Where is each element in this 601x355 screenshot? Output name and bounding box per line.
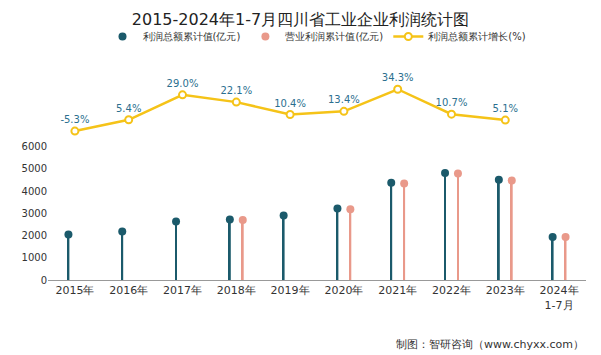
svg-text:0: 0 — [41, 275, 47, 286]
svg-text:3000: 3000 — [22, 208, 47, 219]
svg-text:1000: 1000 — [22, 252, 47, 263]
svg-text:2019年: 2019年 — [271, 284, 310, 297]
svg-text:10.4%: 10.4% — [274, 98, 306, 109]
svg-text:2015年: 2015年 — [55, 284, 94, 297]
svg-text:4000: 4000 — [22, 186, 47, 197]
svg-text:制图：智研咨询（www.chyxx.com）: 制图：智研咨询（www.chyxx.com） — [396, 338, 584, 351]
svg-text:22.1%: 22.1% — [220, 85, 252, 96]
svg-text:2000: 2000 — [22, 230, 47, 241]
svg-text:利润总额累计增长(%): 利润总额累计增长(%) — [428, 31, 525, 42]
svg-text:利润总额累计值(亿元): 利润总额累计值(亿元) — [143, 31, 241, 42]
svg-text:2024年1-7月: 2024年1-7月 — [540, 284, 579, 311]
svg-text:6000: 6000 — [22, 141, 47, 152]
svg-text:5.4%: 5.4% — [116, 103, 141, 114]
svg-text:29.0%: 29.0% — [167, 78, 199, 89]
svg-text:2020年: 2020年 — [324, 284, 363, 297]
svg-text:5.1%: 5.1% — [493, 103, 518, 114]
svg-text:2022年: 2022年 — [432, 284, 471, 297]
svg-text:2023年: 2023年 — [486, 284, 525, 297]
svg-text:2017年: 2017年 — [163, 284, 202, 297]
svg-text:营业利润累计值(亿元): 营业利润累计值(亿元) — [285, 31, 383, 42]
svg-text:10.7%: 10.7% — [436, 97, 468, 108]
svg-text:34.3%: 34.3% — [382, 72, 414, 83]
svg-text:2015-2024年1-7月四川省工业企业利润统计图: 2015-2024年1-7月四川省工业企业利润统计图 — [132, 10, 469, 29]
svg-text:2016年: 2016年 — [109, 284, 148, 297]
svg-text:2021年: 2021年 — [378, 284, 417, 297]
svg-text:5000: 5000 — [22, 163, 47, 174]
svg-text:-5.3%: -5.3% — [60, 114, 89, 125]
svg-text:13.4%: 13.4% — [328, 94, 360, 105]
svg-text:2018年: 2018年 — [217, 284, 256, 297]
